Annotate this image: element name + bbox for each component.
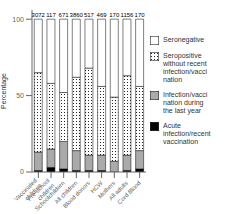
svg-text:469: 469 [97,12,108,18]
svg-text:517: 517 [84,12,95,18]
svg-text:100: 100 [12,16,24,23]
svg-text:1156: 1156 [120,12,134,18]
svg-text:3072: 3072 [32,12,46,18]
svg-text:671: 671 [59,12,70,18]
svg-text:3860: 3860 [70,12,84,18]
svg-text:Cord Blood: Cord Blood [116,180,141,205]
svg-text:170: 170 [109,12,120,18]
svg-text:170: 170 [135,12,146,18]
svg-text:0: 0 [20,168,24,175]
svg-text:Percentage: Percentage [8,73,9,109]
svg-text:50: 50 [16,92,24,99]
svg-text:Blood donors: Blood donors [62,180,91,209]
svg-text:117: 117 [46,12,56,18]
